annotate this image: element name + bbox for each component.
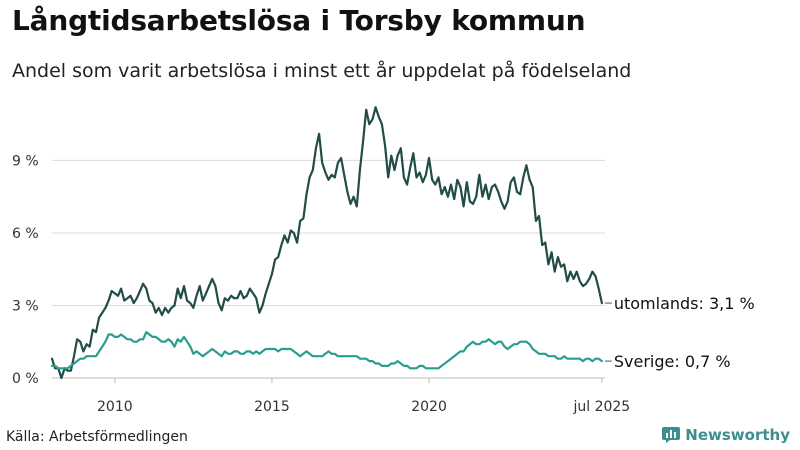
y-tick-label: 3 % [12,298,39,314]
series-line-sverige [50,331,603,370]
series-line-utomlands [50,106,603,380]
series-end-label-utomlands: utomlands: 3,1 % [614,294,755,313]
bar-chart-icon [662,427,681,443]
series-end-labels: utomlands: 3,1 % Sverige: 0,7 % [604,294,755,371]
newsworthy-logo: Newsworthy [662,426,790,444]
chart-title: Långtidsarbetslösa i Torsby kommun [12,4,586,37]
chart-subtitle: Andel som varit arbetslösa i minst ett å… [12,60,632,82]
x-tick-label: 2015 [254,399,290,415]
source-note: Källa: Arbetsförmedlingen [6,429,188,445]
series-lines [50,106,603,380]
y-tick-label: 0 % [12,371,39,387]
brand-name: Newsworthy [685,426,790,444]
x-tick-label: jul 2025 [572,399,630,415]
series-end-label-sverige: Sverige: 0,7 % [614,352,731,371]
x-tick-label: 2010 [97,399,133,415]
x-tick-label: 2020 [411,399,447,415]
x-axis-ticks: 2010 2015 2020 jul 2025 [97,378,630,415]
grid-lines [52,159,605,379]
y-tick-label: 6 % [12,226,39,242]
y-tick-label: 9 % [12,153,39,169]
y-axis-ticks: 0 % 3 % 6 % 9 % [12,153,39,387]
